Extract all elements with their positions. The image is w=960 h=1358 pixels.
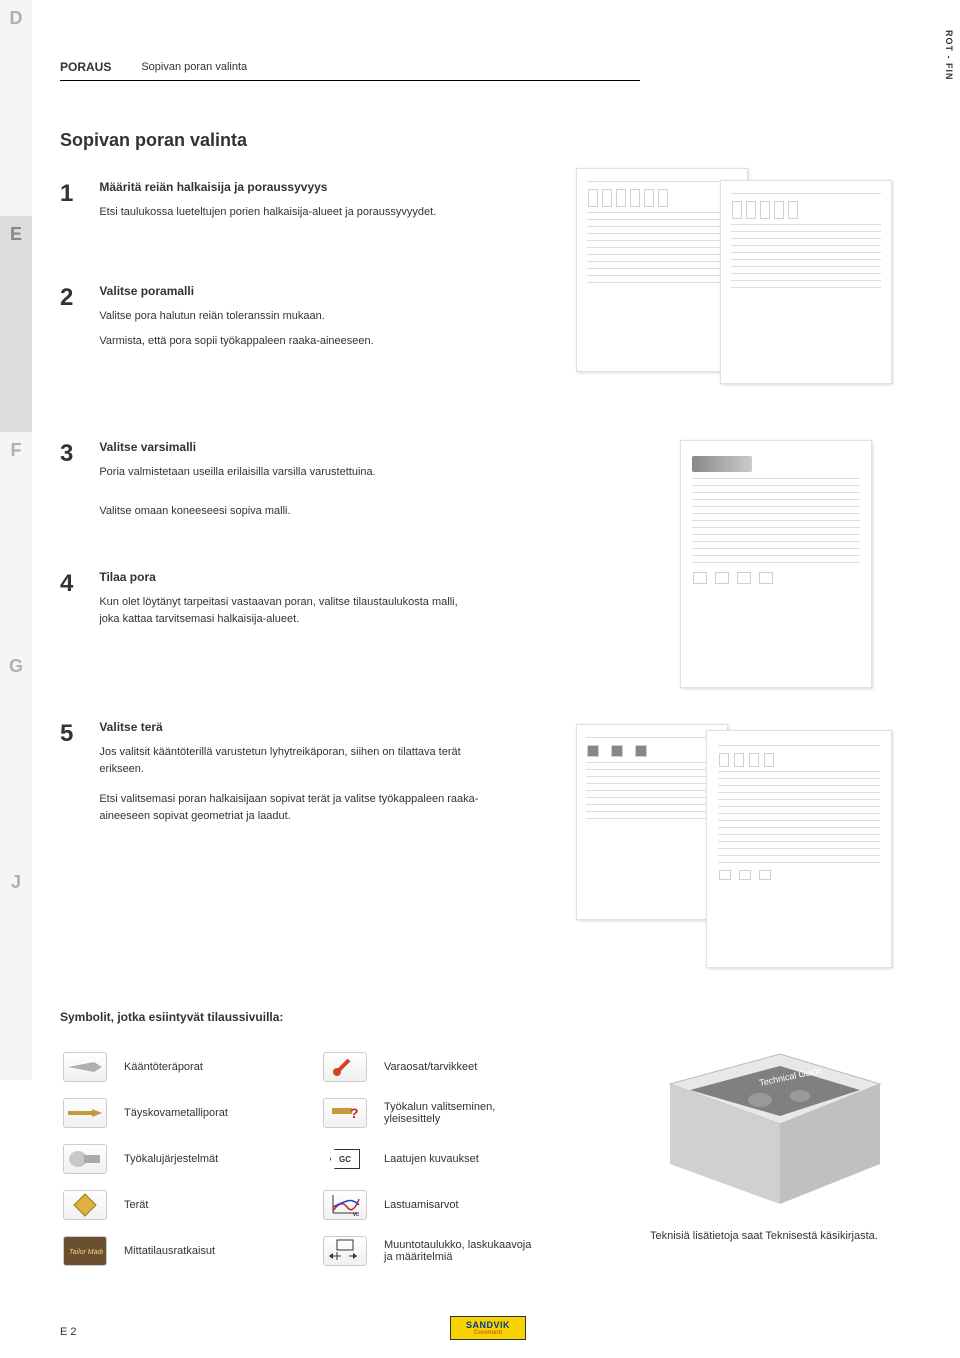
symbol-row: vc Lastuamisarvot: [320, 1182, 620, 1228]
step-number: 4: [60, 570, 96, 598]
header-category: PORAUS: [60, 60, 111, 74]
side-tab-label: F: [11, 440, 22, 461]
header-sub: Sopivan poran valinta: [141, 61, 247, 73]
symbol-row: ? Työkalun valitseminen, yleisesittely: [320, 1090, 620, 1136]
step-title: Määritä reiän halkaisija ja poraussyvyys: [99, 180, 479, 194]
symbol-row: Tailor Made Mittatilausratkaisut: [60, 1228, 320, 1274]
step-text: Valitse omaan koneeseesi sopiva malli.: [99, 503, 479, 520]
symbol-label: Lastuamisarvot: [384, 1199, 534, 1211]
solid-carbide-drill-icon: [60, 1095, 110, 1131]
step-number: 3: [60, 440, 96, 468]
side-tab-label: D: [10, 8, 23, 29]
symbol-label: Mittatilausratkaisut: [124, 1245, 274, 1257]
step-number: 1: [60, 180, 96, 208]
side-tab-j[interactable]: J: [0, 864, 32, 1080]
step-text: Etsi taulukossa lueteltujen porien halka…: [99, 204, 479, 221]
step-number: 2: [60, 284, 96, 312]
technical-guide-book: Technical Guide: [650, 1044, 890, 1214]
side-tab-g[interactable]: G: [0, 648, 32, 864]
symbol-row: GC Laatujen kuvaukset: [320, 1136, 620, 1182]
step-text: Jos valitsit kääntöterillä varustetun ly…: [99, 744, 479, 777]
side-tab-d[interactable]: D: [0, 0, 32, 216]
side-tab-e[interactable]: E: [0, 216, 32, 432]
symbol-label: Työkalun valitseminen, yleisesittely: [384, 1101, 534, 1125]
step-title: Valitse terä: [99, 720, 479, 734]
step-text: Kun olet löytänyt tarpeitasi vastaavan p…: [99, 594, 479, 627]
edition-label: ROT - FIN: [944, 30, 954, 81]
logo-sub-text: Coromant: [474, 1330, 502, 1336]
svg-text:Tailor Made: Tailor Made: [69, 1249, 103, 1256]
guide-caption: Teknisiä lisätietoja saat Teknisestä käs…: [650, 1230, 910, 1242]
symbol-row: Täyskovametalliporat: [60, 1090, 320, 1136]
step-title: Valitse poramalli: [99, 284, 479, 298]
tooling-system-icon: [60, 1141, 110, 1177]
symbol-row: Kääntöteräporat: [60, 1044, 320, 1090]
step-5: 5 Valitse terä Jos valitsit kääntöterill…: [60, 720, 480, 832]
step-text: Etsi valitsemasi poran halkaisijaan sopi…: [99, 791, 479, 824]
symbols-heading: Symbolit, jotka esiintyvät tilaussivuill…: [60, 1010, 283, 1024]
step-title: Valitse varsimalli: [99, 440, 479, 454]
step-1: 1 Määritä reiän halkaisija ja poraussyvy…: [60, 180, 480, 229]
symbol-label: Terät: [124, 1199, 274, 1211]
page-number: E 2: [60, 1326, 77, 1338]
side-tab-label: E: [10, 224, 22, 245]
side-tab-label: J: [11, 872, 21, 893]
side-tabs: D E F G J: [0, 0, 32, 1358]
step-number: 5: [60, 720, 96, 748]
step-title: Tilaa pora: [99, 570, 479, 584]
symbol-label: Työkalujärjestelmät: [124, 1153, 274, 1165]
step-text: Poria valmistetaan useilla erilaisilla v…: [99, 464, 479, 481]
page-header: PORAUS Sopivan poran valinta: [60, 60, 640, 81]
symbol-row: Työkalujärjestelmät: [60, 1136, 320, 1182]
step-3: 3 Valitse varsimalli Poria valmistetaan …: [60, 440, 480, 527]
step-2: 2 Valitse poramalli Valitse pora halutun…: [60, 284, 480, 357]
tailor-made-icon: Tailor Made: [60, 1233, 110, 1269]
symbol-row: Varaosat/tarvikkeet: [320, 1044, 620, 1090]
brand-logo: SANDVIK Coromant: [450, 1316, 526, 1340]
symbols-grid: Kääntöteräporat Täyskovametalliporat Työ…: [60, 1044, 620, 1274]
grade-description-icon: GC: [320, 1141, 370, 1177]
symbol-row: Muuntotaulukko, laskukaavoja ja määritel…: [320, 1228, 620, 1274]
catalog-page-thumb: [720, 180, 892, 384]
svg-text:?: ?: [350, 1105, 359, 1121]
step-4: 4 Tilaa pora Kun olet löytänyt tarpeitas…: [60, 570, 480, 635]
side-tab-label: G: [9, 656, 23, 677]
catalog-page-thumb: [706, 730, 892, 968]
symbol-label: Muuntotaulukko, laskukaavoja ja määritel…: [384, 1239, 534, 1263]
tool-selection-icon: ?: [320, 1095, 370, 1131]
svg-text:vc: vc: [353, 1212, 359, 1217]
insert-icon: [60, 1187, 110, 1223]
symbol-label: Varaosat/tarvikkeet: [384, 1061, 534, 1073]
symbol-label: Täyskovametalliporat: [124, 1107, 274, 1119]
logo-main-text: SANDVIK: [466, 1320, 510, 1330]
cutting-data-icon: vc: [320, 1187, 370, 1223]
symbol-row: Terät: [60, 1182, 320, 1228]
side-tab-f[interactable]: F: [0, 432, 32, 648]
step-text: Varmista, että pora sopii työkappaleen r…: [99, 333, 479, 350]
symbol-label: Laatujen kuvaukset: [384, 1153, 534, 1165]
symbol-label: Kääntöteräporat: [124, 1061, 274, 1073]
drill-insert-icon: [60, 1049, 110, 1085]
page-title: Sopivan poran valinta: [60, 130, 247, 151]
conversion-formula-icon: [320, 1233, 370, 1269]
spare-parts-icon: [320, 1049, 370, 1085]
catalog-page-thumb: [680, 440, 872, 688]
step-text: Valitse pora halutun reiän toleranssin m…: [99, 308, 479, 325]
